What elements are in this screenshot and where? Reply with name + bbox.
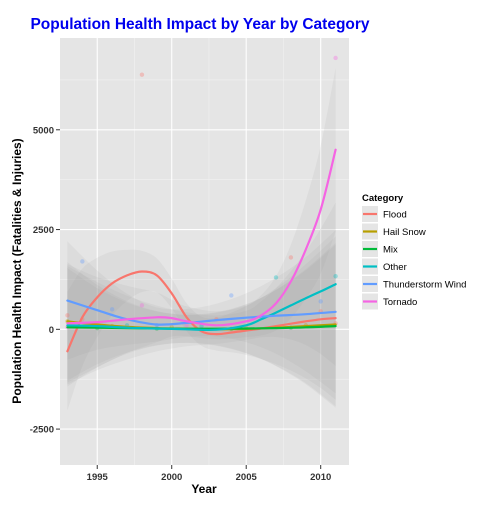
y-tick-label: -2500 xyxy=(30,425,54,436)
legend-label-tornado: Tornado xyxy=(383,297,417,308)
confidence-band-tornado xyxy=(67,68,336,383)
confidence-band-thunderstorm-wind xyxy=(67,230,336,394)
x-tick-label: 2000 xyxy=(161,472,182,483)
series-line-thunderstorm-wind xyxy=(66,299,337,326)
data-point-tornado xyxy=(139,303,145,308)
series-line-flood xyxy=(66,270,337,353)
y-tick-label: 0 xyxy=(49,325,54,336)
data-point-flood xyxy=(288,255,294,260)
legend-label-flood: Flood xyxy=(383,210,407,221)
data-point-flood xyxy=(65,313,70,318)
data-point-other xyxy=(273,275,279,280)
legend-label-other: Other xyxy=(383,262,407,273)
grid-layer xyxy=(60,38,349,465)
data-point-thunderstorm-wind xyxy=(318,299,323,304)
confidence-band-mix xyxy=(67,244,336,408)
y-axis-title: Population Health Impact (Fatalities & I… xyxy=(10,138,24,403)
series-lines xyxy=(66,148,337,353)
x-tick-label: 2010 xyxy=(310,472,331,483)
legend-label-hail-snow: Hail Snow xyxy=(383,227,426,238)
data-point-thunderstorm-wind xyxy=(229,293,234,298)
series-line-other xyxy=(66,283,337,332)
legend-title: Category xyxy=(362,193,404,204)
legend: Category Flood Hail Snow Mix Other Thunderst… xyxy=(362,193,466,310)
data-point-tornado xyxy=(333,55,338,61)
chart-title: Population Health Impact by Year by Cate… xyxy=(30,16,369,33)
y-tick-label: 5000 xyxy=(33,125,54,136)
x-tick-label: 1995 xyxy=(87,472,109,483)
series-line-tornado xyxy=(66,148,337,327)
data-point-other xyxy=(333,274,338,279)
data-point-flood xyxy=(139,72,145,77)
x-axis-title: Year xyxy=(191,482,217,496)
x-tick-label: 2005 xyxy=(236,472,258,483)
legend-label-thunderstorm-wind: Thunderstorm Wind xyxy=(383,280,466,291)
data-point-thunderstorm-wind xyxy=(80,259,85,264)
legend-label-mix: Mix xyxy=(383,245,398,256)
data-point-thunderstorm-wind xyxy=(109,307,115,312)
data-point-tornado xyxy=(184,323,189,328)
confidence-band-other xyxy=(67,202,336,385)
axes: 1995 2000 2005 2010 -2500 0 2500 5000 xyxy=(30,125,332,483)
y-tick-label: 2500 xyxy=(33,225,54,236)
legend-items: Flood Hail Snow Mix Other Thunderstorm Wind T… xyxy=(362,206,466,310)
plot-panel xyxy=(60,38,349,465)
